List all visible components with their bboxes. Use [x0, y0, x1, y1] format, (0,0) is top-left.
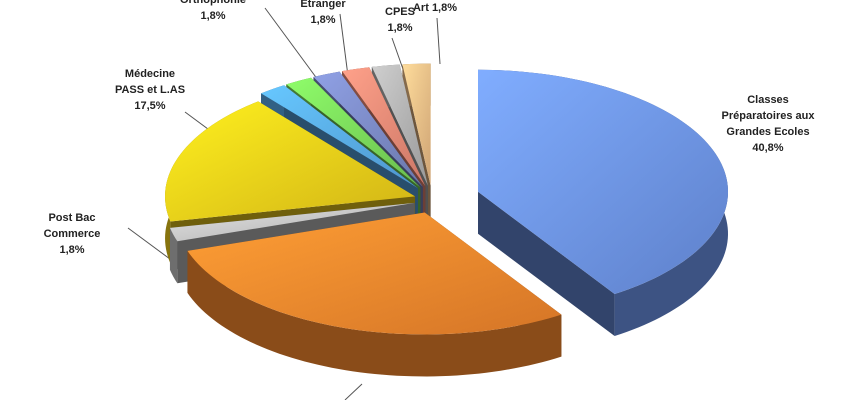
category-label: Post Bac Commerce [43, 212, 101, 240]
slice-side [187, 250, 562, 377]
value-label: 1,8% [387, 22, 413, 34]
slice-top [169, 202, 415, 242]
leader-line [127, 227, 175, 263]
slice-side [169, 227, 178, 284]
value-label: 17,5% [134, 100, 166, 112]
slice [187, 212, 562, 377]
data-label: Classes Préparatoires aux Grandes Ecoles… [718, 92, 818, 156]
slice-top [261, 85, 419, 189]
data-label: Orthophonie 1,8% [163, 0, 263, 24]
slice [478, 69, 728, 336]
category-label: CPES [385, 6, 415, 18]
leader-line [344, 383, 363, 400]
slice-top [313, 71, 423, 187]
leader-line [264, 7, 319, 81]
category-label: Médecine PASS et L.AS [114, 68, 186, 96]
data-label: Etranger 1,8% [283, 0, 363, 28]
slice-top [165, 101, 416, 222]
value-label: 1,8% [200, 10, 226, 22]
data-label: Médecine PASS et L.AS 17,5% [110, 66, 190, 114]
leader-lines [127, 7, 441, 400]
slice-top [371, 64, 428, 186]
slice-top [286, 77, 421, 188]
category-label: Art [412, 2, 429, 14]
leader-line [339, 13, 349, 77]
slice-top [478, 69, 728, 294]
data-label: Art 1,8% [405, 0, 465, 16]
value-label: 40,8% [752, 142, 784, 154]
data-label: CPES 1,8% [370, 4, 430, 36]
category-label: Orthophonie [180, 0, 246, 6]
category-label: Classes Préparatoires aux Grandes Ecoles [721, 94, 815, 138]
value-label: 1,8% [59, 244, 85, 256]
value-label: 1,8% [310, 14, 336, 26]
slice-top [187, 212, 562, 335]
category-label: Etranger [300, 0, 346, 10]
slice-wall [478, 191, 615, 336]
data-label: Post Bac Commerce 1,8% [22, 210, 122, 258]
leader-line [436, 17, 441, 65]
slice-top [342, 67, 426, 187]
leader-line [391, 37, 405, 73]
slice-top [402, 63, 431, 186]
value-label: 1,8% [431, 2, 458, 14]
